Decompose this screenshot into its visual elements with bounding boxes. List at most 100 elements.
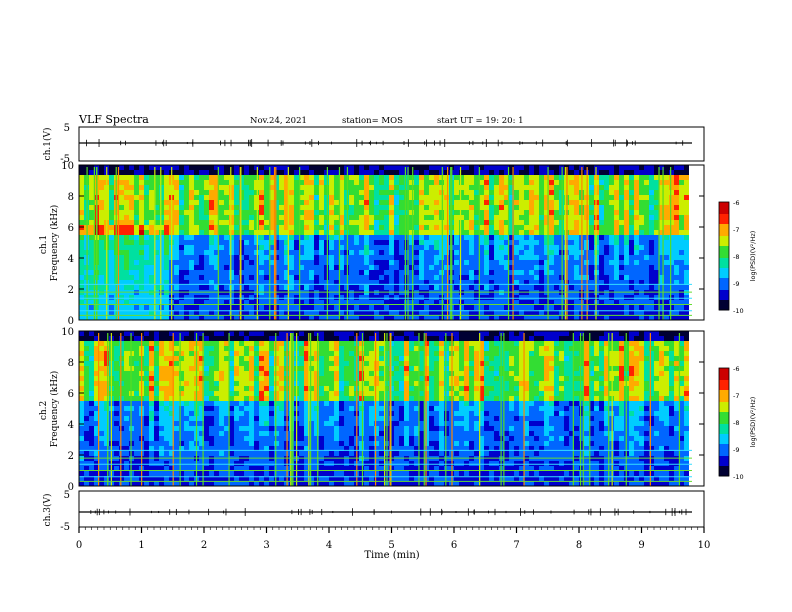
spectrogram-cell <box>604 190 609 195</box>
spectrogram-cell <box>289 310 294 315</box>
spectrogram-cell <box>234 346 239 351</box>
spectrogram-cell <box>504 255 509 260</box>
spectrogram-cell <box>239 371 244 376</box>
spectrogram-cell <box>554 240 559 245</box>
spectrogram-cell <box>369 185 374 190</box>
spectrogram-cell <box>234 315 239 320</box>
spectrogram-cell <box>434 195 439 200</box>
spectrogram-cell <box>239 200 244 205</box>
spectrogram-cell <box>199 376 204 381</box>
spectrogram-cell <box>549 245 554 250</box>
spectrogram-cell <box>489 200 494 205</box>
spectrogram-cell <box>249 285 254 290</box>
spectrogram-cell <box>294 240 299 245</box>
spectrogram-cell <box>429 180 434 185</box>
spectrogram-cell <box>204 255 209 260</box>
spectrogram-cell <box>109 240 114 245</box>
spectrogram-cell <box>389 265 394 270</box>
spectrogram-cell <box>659 175 664 180</box>
spectrogram-cell <box>464 285 469 290</box>
spectrogram-cell <box>329 275 334 280</box>
spectrogram-cell <box>479 250 484 255</box>
spectrogram-cell <box>124 165 129 170</box>
spectrogram-cell <box>184 165 189 170</box>
spectrogram-cell <box>359 210 364 215</box>
spectrogram-cell <box>569 230 574 235</box>
spectrogram-cell <box>504 200 509 205</box>
spectrogram-cell <box>584 240 589 245</box>
spectrogram-cell <box>339 295 344 300</box>
spectrogram-cell <box>484 270 489 275</box>
spectrogram-cell <box>259 240 264 245</box>
spectrogram-cell <box>159 235 164 240</box>
spectrogram-cell <box>494 275 499 280</box>
spectrogram-cell <box>179 466 184 471</box>
spectrogram-cell <box>484 200 489 205</box>
spectrogram-cell <box>184 351 189 356</box>
spectrogram-cell <box>359 175 364 180</box>
spectrogram-cell <box>214 406 219 411</box>
spectrogram-cell <box>349 175 354 180</box>
spectrogram-cell <box>134 205 139 210</box>
spectrogram-cell <box>79 280 84 285</box>
spectrogram-cell <box>274 285 279 290</box>
spectrogram-cell <box>224 481 229 486</box>
spectrogram-cell <box>224 341 229 346</box>
spectrogram-cell <box>234 366 239 371</box>
spectrogram-cell <box>194 265 199 270</box>
spectrogram-cell <box>664 190 669 195</box>
spectrogram-cell <box>249 356 254 361</box>
spectrogram-cell <box>464 190 469 195</box>
spectrogram-cell <box>119 310 124 315</box>
spectrogram-cell <box>239 315 244 320</box>
spectrogram-cell <box>669 210 674 215</box>
spectrogram-cell <box>219 411 224 416</box>
spectrogram-cell <box>619 180 624 185</box>
spectrogram-cell <box>139 170 144 175</box>
spectrogram-cell <box>639 195 644 200</box>
spectrogram-cell <box>284 250 289 255</box>
spectrogram-cell <box>254 165 259 170</box>
spectrogram-cell <box>384 200 389 205</box>
spectrogram-cell <box>164 295 169 300</box>
spectrogram-cell <box>269 235 274 240</box>
spectrogram-cell <box>684 280 689 285</box>
spectrogram-cell <box>249 205 254 210</box>
spectrogram-cell <box>89 386 94 391</box>
spectrogram-cell <box>264 180 269 185</box>
spectrogram-cell <box>464 180 469 185</box>
spectrogram-cell <box>179 351 184 356</box>
spectrogram-cell <box>119 381 124 386</box>
spectrogram-cell <box>224 471 229 476</box>
spectrogram-cell <box>299 310 304 315</box>
spectrogram-cell <box>624 310 629 315</box>
spectrogram-cell <box>644 310 649 315</box>
spectrogram-cell <box>114 376 119 381</box>
spectrogram-cell <box>659 225 664 230</box>
spectrogram-cell <box>134 240 139 245</box>
spectrogram-cell <box>624 195 629 200</box>
spectrogram-cell <box>194 300 199 305</box>
spectrogram-cell <box>429 250 434 255</box>
spectrogram-cell <box>609 295 614 300</box>
spectrogram-cell <box>124 381 129 386</box>
spectrogram-cell <box>334 240 339 245</box>
spectrogram-cell <box>134 376 139 381</box>
spectrogram-cell <box>379 245 384 250</box>
spectrogram-cell <box>124 351 129 356</box>
spectrogram-cell <box>239 225 244 230</box>
spectrogram-cell <box>174 381 179 386</box>
spectrogram-cell <box>84 481 89 486</box>
spectrogram-cell <box>119 431 124 436</box>
spectrogram-cell <box>149 300 154 305</box>
spectrogram-cell <box>99 230 104 235</box>
spectrogram-cell <box>324 280 329 285</box>
spectrogram-cell <box>204 446 209 451</box>
spectrogram-cell <box>124 426 129 431</box>
spectrogram-cell <box>239 386 244 391</box>
spectrogram-cell <box>439 190 444 195</box>
spectrogram-cell <box>584 185 589 190</box>
spectrogram-cell <box>219 220 224 225</box>
spectrogram-cell <box>174 421 179 426</box>
spectrogram-cell <box>219 341 224 346</box>
